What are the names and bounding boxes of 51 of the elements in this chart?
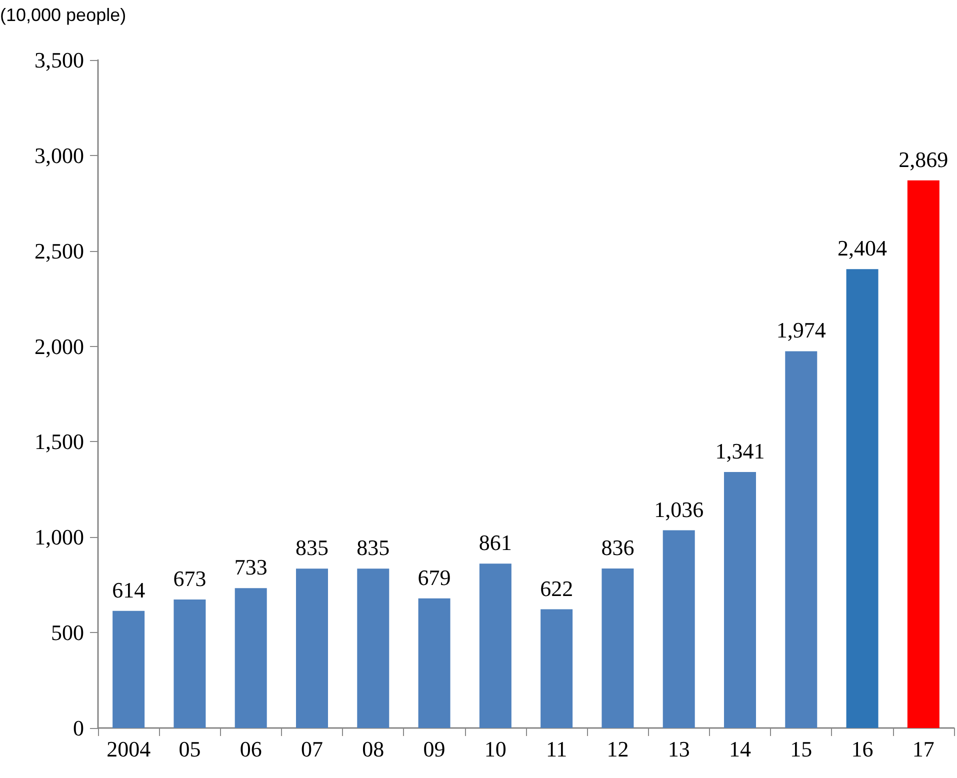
y-tick-label: 2,500 (34, 238, 84, 264)
data-label: 835 (356, 535, 390, 560)
y-tick-label: 3,000 (34, 142, 84, 168)
bar (174, 600, 206, 728)
y-tick-label: 2,000 (34, 334, 84, 359)
x-tick-label: 17 (912, 736, 934, 762)
x-tick-label: 09 (423, 736, 446, 762)
bar (662, 530, 695, 728)
x-tick-label: 12 (606, 736, 629, 762)
data-label: 861 (478, 530, 512, 556)
bar (296, 568, 328, 728)
x-tick-label: 11 (546, 736, 568, 762)
bar (724, 472, 756, 728)
x-tick-label: 13 (668, 736, 690, 762)
bar (602, 568, 634, 728)
x-tick-label: 2004 (106, 736, 151, 762)
y-axis-title: (10,000 people) (0, 5, 126, 25)
data-label: 836 (601, 534, 634, 560)
x-tick-label: 07 (301, 736, 323, 762)
data-label: 733 (234, 554, 268, 580)
y-tick-label: 3,500 (34, 48, 84, 72)
data-label: 2,404 (838, 236, 888, 261)
data-label: 2,869 (898, 146, 948, 172)
bar (846, 269, 878, 728)
y-tick-label: 1,500 (34, 429, 84, 454)
data-label: 835 (296, 535, 328, 560)
bar (112, 610, 145, 728)
data-label: 1,341 (715, 438, 765, 464)
y-tick-label: 0 (73, 716, 84, 740)
data-label: 673 (173, 566, 206, 592)
x-tick-label: 16 (851, 736, 874, 762)
bar (479, 564, 512, 728)
x-tick-label: 05 (178, 736, 201, 762)
bar (907, 180, 940, 728)
x-tick-label: 06 (240, 736, 262, 762)
bar (357, 568, 390, 728)
data-label: 1,974 (776, 318, 826, 343)
bar (785, 351, 818, 728)
bar (540, 609, 573, 728)
x-tick-label: 14 (729, 736, 751, 762)
y-tick-label: 500 (51, 620, 84, 646)
data-label: 614 (112, 577, 146, 602)
data-label: 679 (418, 564, 451, 590)
bar (418, 598, 450, 728)
x-tick-label: 08 (362, 736, 384, 762)
data-label: 622 (540, 576, 574, 601)
x-tick-label: 10 (484, 736, 506, 762)
x-tick-label: 15 (790, 736, 812, 762)
bar (234, 588, 267, 728)
data-label: 1,036 (654, 496, 704, 522)
y-tick-label: 1,000 (34, 524, 84, 550)
